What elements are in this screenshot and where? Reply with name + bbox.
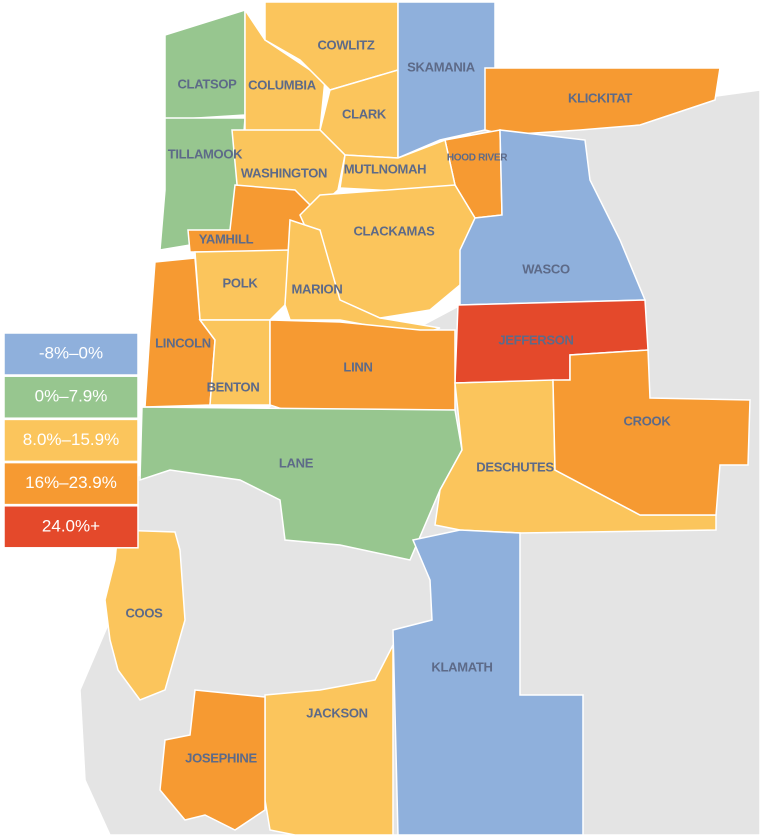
- legend-swatch: [3, 505, 139, 549]
- legend-swatch: [3, 375, 139, 419]
- counties: [104, 1, 751, 835]
- county-label: CLATSOP: [177, 76, 237, 91]
- legend-label: 8.0%–15.9%: [23, 430, 119, 449]
- county-label: YAMHILL: [199, 231, 254, 246]
- county: [198, 319, 271, 406]
- county-label: BENTON: [207, 379, 260, 394]
- county: [159, 689, 266, 831]
- county-label: KLICKITAT: [568, 90, 632, 105]
- county-label: WASCO: [522, 261, 570, 276]
- county-label: CLACKAMAS: [353, 223, 435, 238]
- county: [104, 529, 186, 701]
- county-label: COWLITZ: [317, 37, 374, 52]
- legend-label: 24.0%+: [42, 516, 100, 535]
- county-label: JEFFERSON: [498, 332, 573, 347]
- county-label: JACKSON: [306, 705, 367, 720]
- county-label: MARION: [292, 281, 343, 296]
- county: [484, 67, 721, 136]
- county: [392, 529, 584, 835]
- county-label: SKAMANIA: [407, 59, 476, 74]
- legend-swatch: [3, 461, 139, 506]
- county: [269, 319, 456, 416]
- county-label: JOSEPHINE: [185, 750, 257, 765]
- county-label: COOS: [125, 605, 163, 620]
- county-label: LANE: [279, 455, 314, 470]
- county-label: WASHINGTON: [241, 165, 327, 180]
- county: [264, 644, 394, 835]
- county: [552, 349, 751, 516]
- county-label: HOOD RIVER: [447, 153, 508, 164]
- county-label: POLK: [223, 275, 259, 290]
- county: [164, 8, 246, 121]
- legend-label: -8%–0%: [39, 343, 103, 362]
- county-label: LINCOLN: [155, 335, 211, 350]
- legend-label: 16%–23.9%: [25, 473, 117, 492]
- county: [244, 7, 326, 136]
- county-label: LINN: [343, 359, 372, 374]
- county-label: MUTLNOMAH: [344, 161, 427, 176]
- legend-swatch: [3, 332, 139, 376]
- county-label: COLUMBIA: [248, 77, 317, 92]
- legend-swatch: [3, 418, 139, 463]
- county-label: TILLAMOOK: [168, 146, 243, 161]
- county-label: KLAMATH: [431, 659, 492, 674]
- county-label: DESCHUTES: [476, 459, 554, 474]
- legend: -8%–0% 0%–7.9% 8.0%–15.9% 16%–23.9% 24.0%+: [3, 332, 139, 549]
- county-label: CROOK: [624, 413, 672, 428]
- legend-label: 0%–7.9%: [35, 387, 108, 406]
- county-labels: CLATSOP TILLAMOOK COLUMBIA COWLITZ CLARK…: [125, 37, 671, 765]
- county-label: CLARK: [342, 106, 387, 121]
